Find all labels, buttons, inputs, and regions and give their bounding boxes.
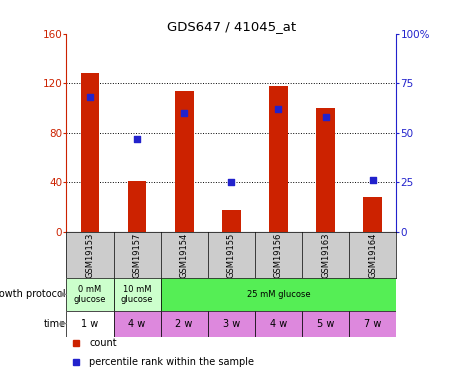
Bar	[208, 310, 255, 336]
Bar	[363, 197, 382, 232]
Bar	[161, 310, 208, 336]
Point	[275, 106, 282, 112]
Point	[133, 136, 141, 142]
Point	[369, 177, 376, 183]
Text: GSM19153: GSM19153	[86, 232, 94, 278]
Text: percentile rank within the sample: percentile rank within the sample	[89, 357, 255, 367]
Bar	[269, 86, 288, 232]
Point	[322, 114, 329, 120]
Bar	[114, 278, 161, 310]
Bar	[66, 310, 114, 336]
Title: GDS647 / 41045_at: GDS647 / 41045_at	[167, 20, 296, 33]
Text: GSM19155: GSM19155	[227, 232, 236, 278]
Text: GSM19157: GSM19157	[132, 232, 142, 278]
Text: 0 mM
glucose: 0 mM glucose	[74, 285, 106, 304]
Bar	[128, 181, 147, 232]
Bar	[316, 108, 335, 232]
Bar	[349, 310, 396, 336]
Bar	[222, 210, 241, 232]
Text: 10 mM
glucose: 10 mM glucose	[121, 285, 153, 304]
Text: 1 w: 1 w	[82, 318, 98, 328]
Text: 7 w: 7 w	[364, 318, 382, 328]
Text: 5 w: 5 w	[317, 318, 334, 328]
Text: GSM19163: GSM19163	[321, 232, 330, 278]
Bar	[175, 91, 194, 232]
Text: GSM19154: GSM19154	[180, 232, 189, 278]
Point	[228, 179, 235, 185]
Bar	[114, 310, 161, 336]
Text: GSM19156: GSM19156	[274, 232, 283, 278]
Bar	[81, 74, 99, 232]
Text: time: time	[44, 318, 65, 328]
Text: count: count	[89, 338, 117, 348]
Bar	[66, 278, 114, 310]
Point	[180, 110, 188, 116]
Text: 4 w: 4 w	[270, 318, 287, 328]
Point	[86, 94, 93, 100]
Text: 4 w: 4 w	[128, 318, 146, 328]
Bar	[302, 310, 349, 336]
Text: 3 w: 3 w	[223, 318, 240, 328]
Text: 2 w: 2 w	[175, 318, 193, 328]
Text: 25 mM glucose: 25 mM glucose	[246, 290, 310, 299]
Bar	[255, 310, 302, 336]
Text: GSM19164: GSM19164	[368, 232, 377, 278]
Text: growth protocol: growth protocol	[0, 290, 65, 299]
Bar	[161, 278, 396, 310]
